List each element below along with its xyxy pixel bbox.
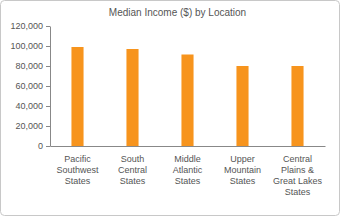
x-tick: SouthCentralStates bbox=[118, 146, 147, 186]
bar bbox=[71, 47, 83, 146]
y-tick: 60,000 bbox=[15, 81, 50, 91]
y-tick-mark bbox=[46, 66, 50, 67]
x-tick-label-line: States bbox=[65, 176, 91, 186]
x-tick-label-line: States bbox=[120, 176, 146, 186]
x-tick: CentralPlains &Great LakesStates bbox=[273, 146, 323, 197]
x-tick: PacificSouthwestStates bbox=[56, 146, 99, 186]
x-tick-label: CentralPlains &Great LakesStates bbox=[273, 154, 323, 196]
y-tick: 80,000 bbox=[15, 61, 50, 71]
x-tick-label-line: Great Lakes bbox=[273, 176, 323, 186]
y-axis-line bbox=[50, 27, 51, 147]
y-tick-mark bbox=[46, 46, 50, 47]
bar bbox=[126, 49, 138, 146]
x-tick-label-line: Central bbox=[283, 154, 312, 164]
y-tick: 20,000 bbox=[15, 121, 50, 131]
x-tick-label-line: States bbox=[230, 176, 256, 186]
bar bbox=[291, 66, 303, 146]
y-tick: 120,000 bbox=[10, 21, 50, 31]
x-tick-label-line: Middle bbox=[174, 154, 201, 164]
y-tick-label: 80,000 bbox=[15, 61, 43, 71]
x-tick-label-line: States bbox=[175, 176, 201, 186]
y-tick-label: 20,000 bbox=[15, 121, 43, 131]
x-tick-label: SouthCentralStates bbox=[118, 154, 147, 186]
x-axis-line bbox=[51, 146, 326, 147]
x-tick-label-line: Southwest bbox=[56, 165, 99, 175]
x-tick: UpperMountainStates bbox=[224, 146, 261, 186]
x-tick-label-line: Atlantic bbox=[173, 165, 203, 175]
y-tick: 0 bbox=[38, 141, 50, 151]
y-tick-label: 120,000 bbox=[10, 21, 43, 31]
y-tick-mark bbox=[46, 106, 50, 107]
chart-title: Median Income ($) by Location bbox=[109, 7, 246, 18]
bar bbox=[236, 66, 248, 146]
y-tick-mark bbox=[46, 86, 50, 87]
x-tick-label-line: Plains & bbox=[281, 165, 314, 175]
y-axis: 0 20,000 40,000 60,000 80,000 100,000 120,000 bbox=[10, 21, 50, 151]
y-tick-label: 100,000 bbox=[10, 41, 43, 51]
x-axis: PacificSouthwestStatesSouthCentralStates… bbox=[51, 146, 326, 197]
x-tick: MiddleAtlanticStates bbox=[173, 146, 203, 186]
bars bbox=[71, 47, 303, 146]
y-tick: 40,000 bbox=[15, 101, 50, 111]
y-tick-label: 0 bbox=[38, 141, 43, 151]
bar bbox=[181, 55, 193, 147]
x-tick-label-line: Central bbox=[118, 165, 147, 175]
x-tick-label: UpperMountainStates bbox=[224, 154, 261, 186]
x-tick-label-line: Pacific bbox=[64, 154, 91, 164]
x-tick-label: MiddleAtlanticStates bbox=[173, 154, 203, 186]
x-tick-label-line: South bbox=[121, 154, 145, 164]
x-tick-label: PacificSouthwestStates bbox=[56, 154, 99, 186]
y-tick: 100,000 bbox=[10, 41, 50, 51]
x-tick-label-line: Mountain bbox=[224, 165, 261, 175]
x-tick-label-line: States bbox=[285, 187, 311, 197]
chart: Median Income ($) by Location 0 20,000 40,0… bbox=[0, 0, 340, 216]
y-tick-mark bbox=[46, 126, 50, 127]
y-tick-mark bbox=[46, 146, 50, 147]
chart-frame bbox=[1, 1, 340, 216]
y-tick-label: 60,000 bbox=[15, 81, 43, 91]
y-tick-mark bbox=[46, 26, 50, 27]
x-tick-label-line: Upper bbox=[230, 154, 255, 164]
y-tick-label: 40,000 bbox=[15, 101, 43, 111]
